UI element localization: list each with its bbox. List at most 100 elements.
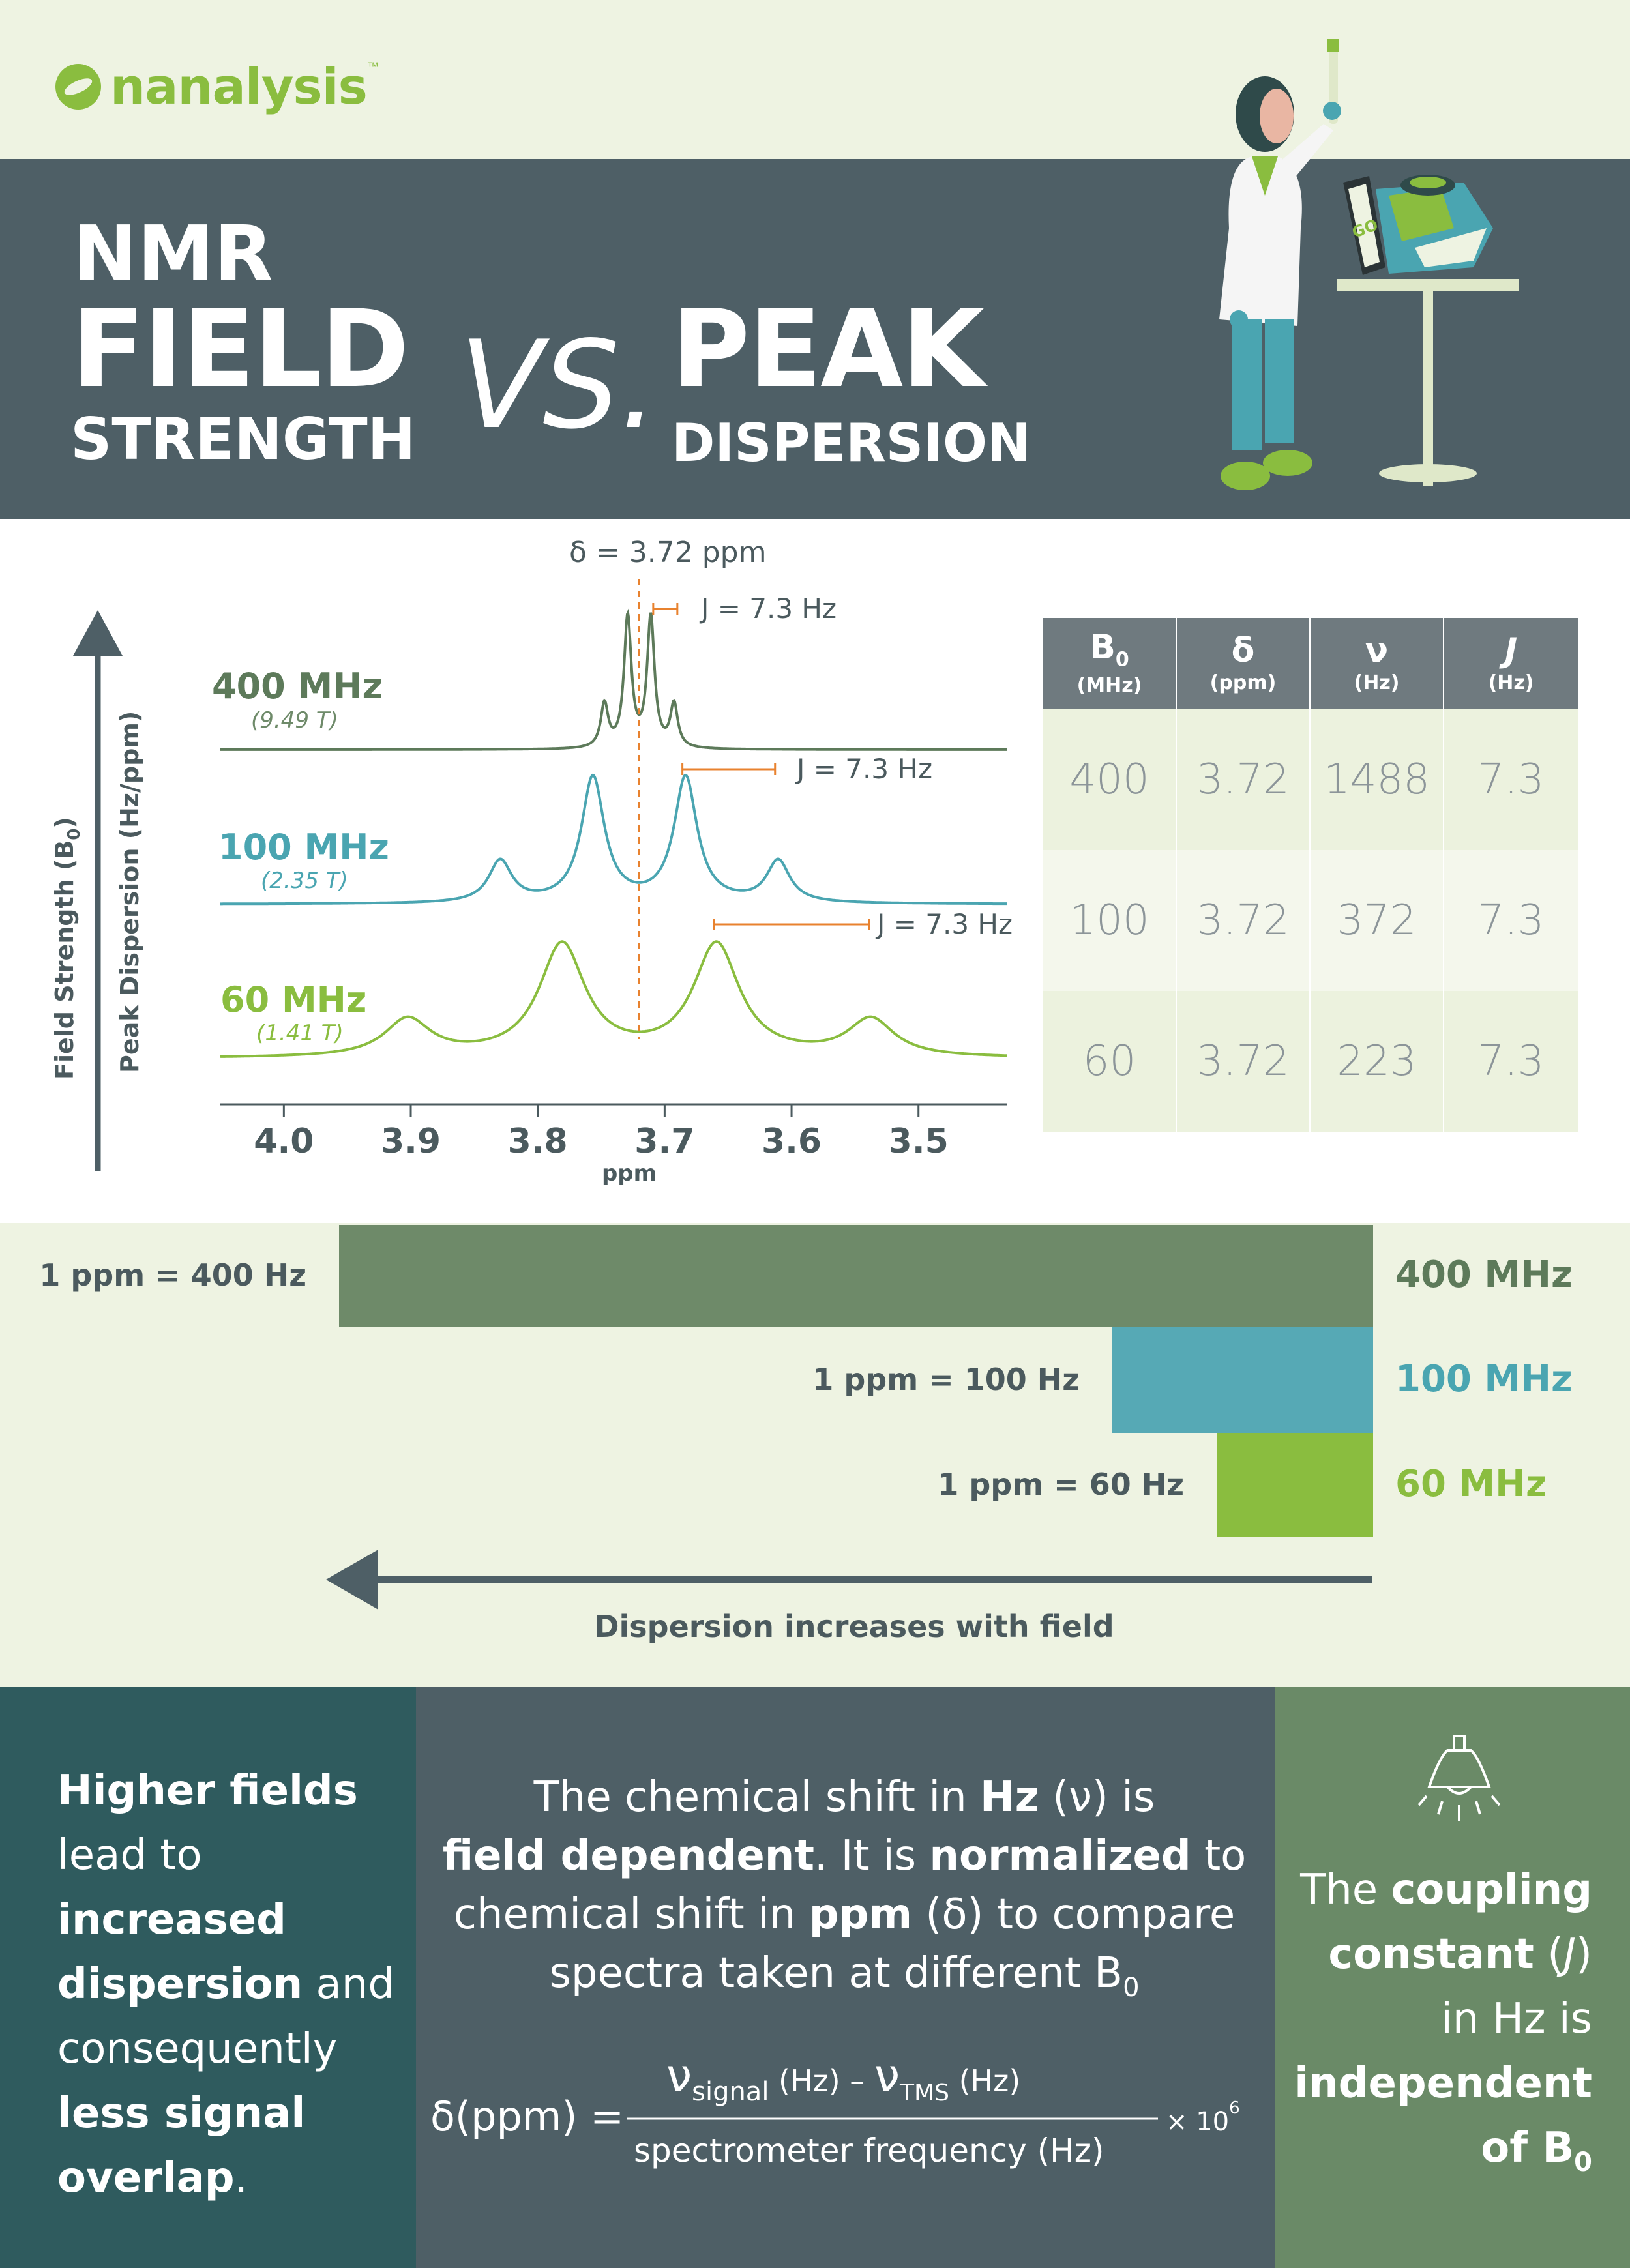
x-axis-ticks: 4.0 3.9 3.8 3.7 3.6 3.5 (254, 1104, 949, 1161)
x-tick-label: 3.7 (634, 1122, 694, 1161)
glove-right (1323, 102, 1341, 120)
table-cell: 7.3 (1477, 1037, 1545, 1085)
table-cell: 223 (1311, 991, 1444, 1132)
title-strength: STRENGTH (70, 405, 416, 473)
table-cell: 7.3 (1477, 756, 1545, 804)
table-cell: 1488 (1311, 709, 1444, 850)
field-strength-arrow-head (73, 610, 123, 656)
table-cell: 400 (1043, 709, 1177, 850)
y-axis-dispersion-label: Peak Dispersion (Hz/ppm) (115, 711, 144, 1073)
dispersion-mhz-label-400: 400 MHz (1395, 1254, 1573, 1296)
x-tick-label: 3.8 (508, 1122, 568, 1161)
table-cell: 100 (1043, 850, 1177, 991)
field-comparison-table: B0 (MHz) δ (ppm) ν (Hz) J (Hz) 400 3.72 … (1043, 618, 1578, 1132)
table-cell: 60 (1043, 991, 1177, 1132)
formula-lhs: δ(ppm) = (430, 2093, 624, 2140)
table-header-row: B0 (MHz) δ (ppm) ν (Hz) J (Hz) (1043, 618, 1578, 709)
formula-numerator: νsignal (Hz) – νTMS (Hz) (666, 2054, 1020, 2107)
header-band (0, 0, 1630, 159)
table-cell: 7.3 (1477, 896, 1545, 945)
dispersion-ppm-label-100: 1 ppm = 100 Hz (812, 1361, 1080, 1397)
chemical-shift-text: The chemical shift in Hz (ν) is field de… (442, 1773, 1247, 2003)
coupling-markers: J = 7.3 Hz J = 7.3 Hz J = 7.3 Hz (652, 593, 1013, 940)
lab-table-top (1337, 279, 1519, 291)
nmr-spectra-chart: Field Strength (B0) Peak Dispersion (Hz/… (50, 536, 1013, 1186)
table-cell: 372 (1311, 850, 1444, 991)
lab-table-leg (1423, 291, 1433, 486)
table-header-b0: B0 (MHz) (1043, 618, 1177, 709)
trace-60-label: 60 MHz (220, 979, 366, 1020)
coupling-label: J = 7.3 Hz (699, 593, 837, 625)
trace-400-label: 400 MHz (212, 666, 383, 707)
nanalysis-logo[interactable]: nanalysis ™ (55, 57, 379, 115)
shoe-left (1221, 462, 1270, 490)
spectra-traces (220, 579, 1007, 1058)
spectrum-trace-100mhz (220, 773, 1007, 906)
delta-label: δ = 3.72 ppm (569, 536, 766, 569)
x-axis-label: ppm (602, 1160, 657, 1186)
glove-left (1230, 310, 1248, 329)
coupling-bracket (652, 603, 679, 615)
title-dispersion: DISPERSION (672, 413, 1031, 473)
trace-100-label: 100 MHz (218, 827, 389, 868)
table-cell: 3.72 (1177, 991, 1311, 1132)
panel-higher-fields (0, 1687, 416, 2268)
x-tick-label: 3.9 (381, 1122, 441, 1161)
leg-right (1265, 319, 1294, 443)
dispersion-bar-100 (1112, 1327, 1373, 1433)
title-peak: PEAK (672, 287, 985, 411)
table-row: 60 3.72 223 7.3 (1043, 991, 1578, 1132)
coupling-label: J = 7.3 Hz (795, 753, 932, 785)
leg-left (1232, 319, 1262, 450)
title-field: FIELD (72, 287, 409, 411)
table-cell: 3.72 (1177, 709, 1311, 850)
shoe-right (1263, 450, 1312, 476)
dispersion-bar-400 (339, 1225, 1373, 1327)
panel-chemical-shift (416, 1687, 1275, 2268)
x-tick-label: 3.6 (762, 1122, 822, 1161)
higher-fields-text: Higher fields lead to increased dispersi… (57, 1767, 394, 2202)
lightbulb-icon (1417, 1735, 1501, 1821)
coupling-bracket (713, 919, 870, 930)
formula-denominator: spectrometer frequency (Hz) (634, 2132, 1104, 2170)
dispersion-mhz-label-60: 60 MHz (1395, 1463, 1547, 1505)
y-axis-field-label: Field Strength (B0) (50, 817, 84, 1080)
x-tick-label: 4.0 (254, 1122, 314, 1161)
panel-coupling-constant (1275, 1687, 1630, 2268)
title-vs: VS. (460, 314, 659, 456)
formula-multiplier: × 106 (1166, 2099, 1240, 2137)
scientist-with-nmr-illustration: GO (1219, 39, 1519, 490)
dispersion-bar-60 (1217, 1433, 1373, 1537)
spectrum-trace-60mhz (220, 940, 1007, 1058)
face (1260, 89, 1294, 143)
x-tick-label: 3.5 (889, 1122, 949, 1161)
coupling-bracket (681, 763, 777, 775)
table-row: 400 3.72 1488 7.3 (1043, 709, 1578, 850)
lab-coat (1219, 156, 1302, 326)
raised-arm (1275, 124, 1333, 183)
trademark-symbol: ™ (366, 60, 379, 73)
coupling-label: J = 7.3 Hz (875, 908, 1013, 940)
trace-400-tesla: (9.49 T) (251, 707, 338, 733)
table-row: 100 3.72 372 7.3 (1043, 850, 1578, 991)
dispersion-caption: Dispersion increases with field (594, 1609, 1114, 1644)
table-header-delta: δ (ppm) (1177, 618, 1311, 709)
title-nmr: NMR (73, 209, 274, 299)
table-header-nu: ν (Hz) (1311, 618, 1444, 709)
coupling-constant-text: The coupling constant (J) in Hz is indep… (1294, 1866, 1592, 2177)
chemical-shift-formula: δ(ppm) = νsignal (Hz) – νTMS (Hz) spectr… (430, 2054, 1240, 2170)
nmr-instrument-front (1415, 228, 1487, 267)
trace-100-tesla: (2.35 T) (261, 868, 348, 894)
lab-table-base (1379, 464, 1477, 482)
table-cell: 3.72 (1177, 850, 1311, 991)
trace-60-tesla: (1.41 T) (256, 1020, 344, 1046)
brand-name: nanalysis (110, 57, 368, 115)
spectrum-trace-400mhz (220, 608, 1007, 751)
table-header-j: J (Hz) (1444, 618, 1578, 709)
dispersion-mhz-label-100: 100 MHz (1395, 1357, 1573, 1400)
dispersion-arrow-line (365, 1576, 1372, 1583)
dispersion-arrow-head-icon (326, 1550, 378, 1610)
nanalysis-logo-icon (55, 63, 101, 110)
dispersion-ppm-label-60: 1 ppm = 60 Hz (938, 1467, 1184, 1502)
nmr-instrument-top (1389, 188, 1454, 241)
